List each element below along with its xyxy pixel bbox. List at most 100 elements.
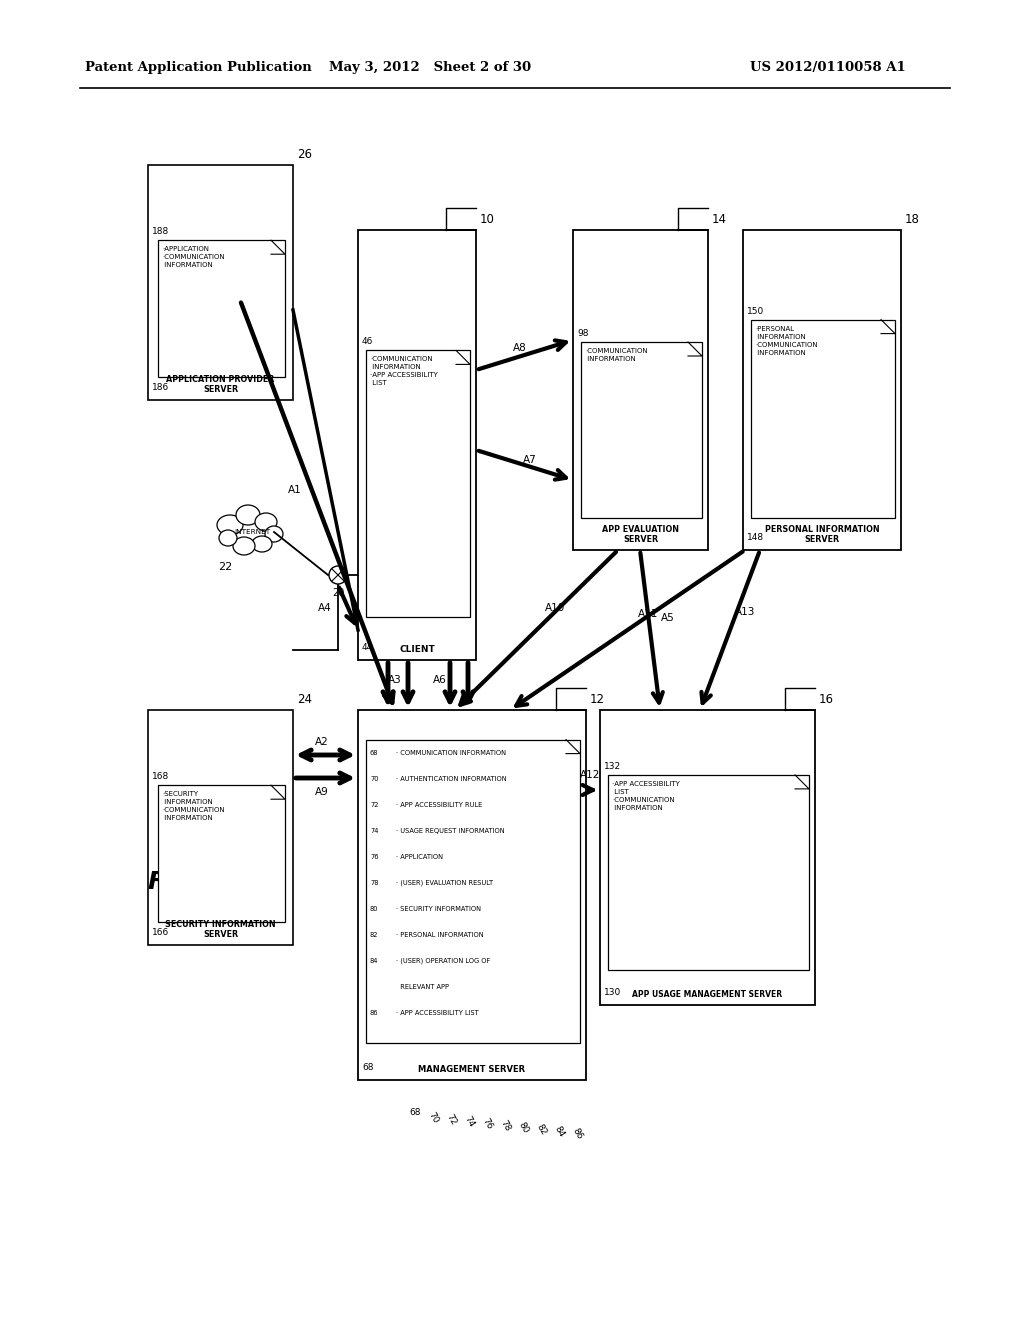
Ellipse shape <box>265 525 283 543</box>
Text: 72: 72 <box>444 1111 458 1126</box>
Text: MANAGEMENT SERVER: MANAGEMENT SERVER <box>419 1065 525 1074</box>
Text: 12: 12 <box>590 693 605 706</box>
Text: A8: A8 <box>513 343 527 352</box>
Text: PERSONAL INFORMATION
SERVER: PERSONAL INFORMATION SERVER <box>765 524 880 544</box>
Text: · (USER) EVALUATION RESULT: · (USER) EVALUATION RESULT <box>396 879 494 886</box>
Text: 26: 26 <box>297 148 312 161</box>
Text: 74: 74 <box>370 828 379 834</box>
Text: 46: 46 <box>362 338 374 346</box>
Text: A13: A13 <box>735 607 755 616</box>
Bar <box>158 785 285 921</box>
Bar <box>366 739 580 1043</box>
Bar <box>600 710 815 1005</box>
Text: FIG. 2: FIG. 2 <box>148 870 230 894</box>
Text: 82: 82 <box>535 1122 548 1137</box>
Text: · APP ACCESSIBILITY RULE: · APP ACCESSIBILITY RULE <box>396 801 482 808</box>
Text: 14: 14 <box>712 213 727 226</box>
Text: A3: A3 <box>388 675 401 685</box>
Text: ·COMMUNICATION
 INFORMATION
·APP ACCESSIBILITY
 LIST: ·COMMUNICATION INFORMATION ·APP ACCESSIB… <box>370 356 438 387</box>
Text: 16: 16 <box>819 693 834 706</box>
Text: 78: 78 <box>370 879 379 886</box>
Text: · COMMUNICATION INFORMATION: · COMMUNICATION INFORMATION <box>396 750 506 755</box>
Bar <box>158 240 285 376</box>
Text: 78: 78 <box>499 1118 512 1133</box>
Text: 86: 86 <box>570 1126 584 1140</box>
Text: A12: A12 <box>580 770 600 780</box>
Text: 20: 20 <box>332 587 344 598</box>
Text: 68: 68 <box>410 1107 421 1117</box>
Text: 188: 188 <box>152 227 169 236</box>
Text: 22: 22 <box>218 562 232 572</box>
Text: 76: 76 <box>370 854 379 859</box>
Text: A2: A2 <box>315 737 329 747</box>
Text: May 3, 2012   Sheet 2 of 30: May 3, 2012 Sheet 2 of 30 <box>329 62 531 74</box>
Ellipse shape <box>233 537 255 554</box>
Text: A10: A10 <box>545 603 565 612</box>
Ellipse shape <box>217 515 243 535</box>
Text: · APP ACCESSIBILITY LIST: · APP ACCESSIBILITY LIST <box>396 1010 479 1015</box>
Text: US 2012/0110058 A1: US 2012/0110058 A1 <box>750 62 906 74</box>
Text: 148: 148 <box>746 533 764 543</box>
Text: · USAGE REQUEST INFORMATION: · USAGE REQUEST INFORMATION <box>396 828 505 834</box>
Text: A11: A11 <box>638 609 658 619</box>
Bar <box>366 350 470 616</box>
Bar <box>358 230 476 660</box>
Text: 86: 86 <box>370 1010 379 1015</box>
Text: 18: 18 <box>905 213 920 226</box>
Text: 132: 132 <box>604 762 622 771</box>
Text: 70: 70 <box>370 776 379 781</box>
Text: 10: 10 <box>480 213 495 226</box>
Ellipse shape <box>252 536 272 552</box>
Text: 82: 82 <box>370 932 379 937</box>
Text: ·SECURITY
 INFORMATION
·COMMUNICATION
 INFORMATION: ·SECURITY INFORMATION ·COMMUNICATION INF… <box>162 791 224 821</box>
Text: 44: 44 <box>362 643 374 652</box>
Text: · APPLICATION: · APPLICATION <box>396 854 443 859</box>
Ellipse shape <box>236 506 260 525</box>
Text: APPLICATION PROVIDER
SERVER: APPLICATION PROVIDER SERVER <box>166 375 274 393</box>
Text: 24: 24 <box>297 693 312 706</box>
Bar <box>573 230 708 550</box>
Bar <box>148 165 293 400</box>
Text: APP EVALUATION
SERVER: APP EVALUATION SERVER <box>602 524 679 544</box>
Text: A1: A1 <box>288 484 302 495</box>
Text: A7: A7 <box>523 455 537 465</box>
Text: INTERNET: INTERNET <box>233 529 270 535</box>
Text: 68: 68 <box>370 750 379 755</box>
Bar <box>581 342 702 517</box>
Text: Patent Application Publication: Patent Application Publication <box>85 62 311 74</box>
Text: APP USAGE MANAGEMENT SERVER: APP USAGE MANAGEMENT SERVER <box>633 990 782 999</box>
Text: ·APPLICATION
·COMMUNICATION
 INFORMATION: ·APPLICATION ·COMMUNICATION INFORMATION <box>162 247 224 268</box>
Text: 166: 166 <box>152 928 169 937</box>
Text: 68: 68 <box>362 1063 374 1072</box>
Text: ·APP ACCESSIBILITY
 LIST
·COMMUNICATION
 INFORMATION: ·APP ACCESSIBILITY LIST ·COMMUNICATION I… <box>612 781 680 810</box>
Text: 168: 168 <box>152 772 169 781</box>
Bar <box>358 710 586 1080</box>
Text: 130: 130 <box>604 987 622 997</box>
Bar <box>148 710 293 945</box>
Text: 74: 74 <box>462 1114 476 1129</box>
Text: 80: 80 <box>370 906 379 912</box>
Text: SECURITY INFORMATION
SERVER: SECURITY INFORMATION SERVER <box>165 920 275 939</box>
Text: 70: 70 <box>426 1110 439 1125</box>
Text: RELEVANT APP: RELEVANT APP <box>396 983 449 990</box>
Text: A5: A5 <box>662 612 675 623</box>
Text: CLIENT: CLIENT <box>399 645 435 653</box>
Text: 186: 186 <box>152 383 169 392</box>
Text: · SECURITY INFORMATION: · SECURITY INFORMATION <box>396 906 481 912</box>
Text: · AUTHENTICATION INFORMATION: · AUTHENTICATION INFORMATION <box>396 776 507 781</box>
Text: A6: A6 <box>433 675 446 685</box>
Text: A9: A9 <box>315 787 329 797</box>
Ellipse shape <box>255 513 278 531</box>
Text: · (USER) OPERATION LOG OF: · (USER) OPERATION LOG OF <box>396 957 490 964</box>
Text: ·PERSONAL
 INFORMATION
·COMMUNICATION
 INFORMATION: ·PERSONAL INFORMATION ·COMMUNICATION INF… <box>755 326 817 355</box>
Text: 76: 76 <box>480 1115 494 1130</box>
Text: 98: 98 <box>577 329 589 338</box>
Ellipse shape <box>219 531 237 546</box>
Text: A4: A4 <box>318 603 332 612</box>
Bar <box>751 319 895 517</box>
Text: 150: 150 <box>746 306 764 315</box>
Text: 80: 80 <box>516 1119 529 1134</box>
Circle shape <box>329 566 347 583</box>
Bar <box>743 230 901 550</box>
Text: · PERSONAL INFORMATION: · PERSONAL INFORMATION <box>396 932 483 937</box>
